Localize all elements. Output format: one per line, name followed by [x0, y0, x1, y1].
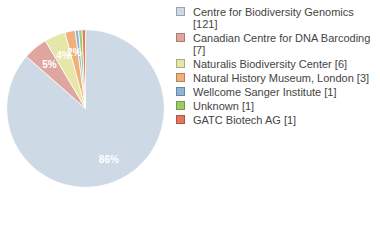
- html-text:Naturalis Biodiversity Center: Naturalis Biodiversity Center [6]: [193, 58, 348, 70]
- html-text:Wellcome Sanger Institute [1]: Wellcome Sanger Institute [1]: [193, 86, 337, 98]
- html-text:Natural History Museum, London: Natural History Museum, London [3]: [193, 72, 370, 84]
- html-text:GATC Biotech AG [1]: GATC Biotech AG [1]: [193, 114, 297, 126]
- html-text:Unknown [1]: Unknown [1]: [193, 100, 255, 112]
- svg-text:5%: 5%: [42, 59, 57, 70]
- svg-text:86%: 86%: [99, 154, 119, 165]
- html-text:Centre for Biodiversity Genomi: Centre for Biodiversity Genomics [121]: [193, 6, 354, 30]
- svg-text:2%: 2%: [67, 47, 82, 58]
- html-text:Canadian Centre for DNA Barcod: Canadian Centre for DNA Barcoding [7]: [193, 32, 371, 56]
- svg-text:4%: 4%: [56, 50, 71, 62]
